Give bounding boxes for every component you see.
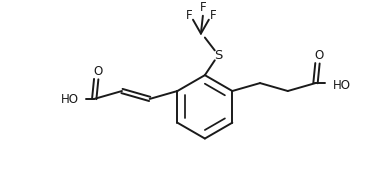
Text: O: O bbox=[315, 49, 324, 62]
Text: HO: HO bbox=[60, 94, 78, 107]
Text: F: F bbox=[199, 1, 206, 14]
Text: F: F bbox=[186, 9, 192, 22]
Text: S: S bbox=[215, 49, 223, 62]
Text: O: O bbox=[94, 65, 103, 78]
Text: F: F bbox=[209, 9, 216, 22]
Text: HO: HO bbox=[333, 79, 351, 92]
